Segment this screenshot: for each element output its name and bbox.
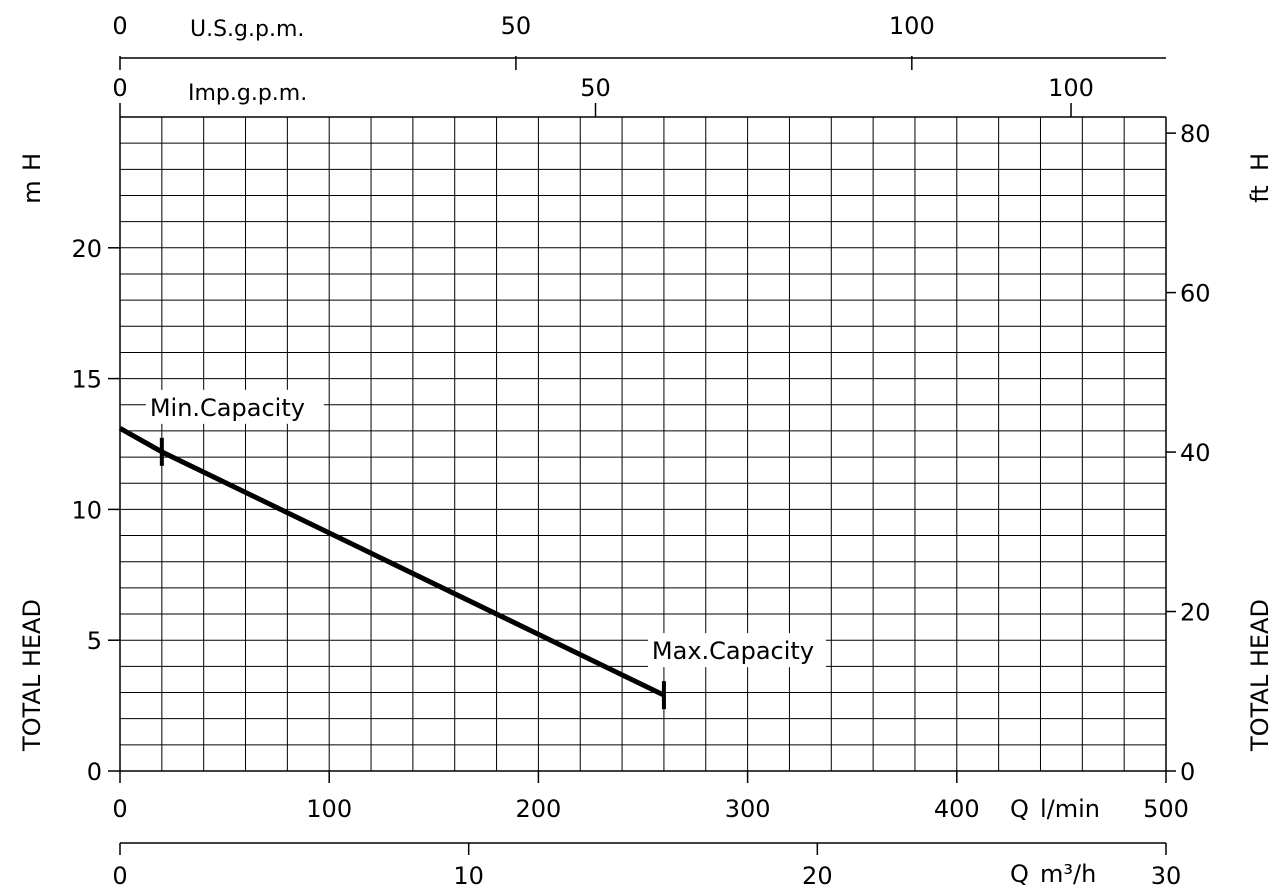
chart-grid [120,117,1166,771]
top-us-tick-label: 50 [501,12,532,40]
bottom2-tick-label: 10 [453,862,484,890]
annotation-bg [145,389,324,424]
bottom-tick-label: 0 [112,795,127,823]
bottom-tick-label: 500 [1143,795,1189,823]
left-h-label: H [18,153,46,171]
bottom2-tick-label: 0 [112,862,127,890]
annotation-bg [647,633,826,668]
bottom2-tick-label: 20 [802,862,833,890]
max-capacity-label: Max.Capacity [652,637,814,665]
left-tick-label: 0 [87,758,102,786]
bottom-tick-label: 100 [306,795,352,823]
min-capacity-label: Min.Capacity [150,394,305,422]
bottom-unit-label: l/min [1040,795,1100,823]
left-tick-label: 15 [71,366,102,394]
bottom2-unit-label: m³/h [1040,860,1096,888]
top-imp-tick-label: 50 [580,74,611,102]
left-unit-label: m [18,180,46,203]
left-tick-label: 10 [71,496,102,524]
bottom2-q-label: Q [1010,860,1029,888]
right-tick-label: 20 [1180,599,1211,627]
top-us-tick-label: 100 [889,12,935,40]
right-tick-label: 80 [1180,120,1211,148]
right-axis-title: TOTAL HEAD [1246,599,1274,752]
bottom-tick-label: 300 [725,795,771,823]
right-tick-label: 40 [1180,439,1211,467]
top-us-tick-label: 0 [112,12,127,40]
top-imp-tick-label: 0 [112,74,127,102]
bottom-q-label: Q [1010,795,1029,823]
bottom-tick-label: 400 [934,795,980,823]
top-imp-tick-label: 100 [1048,74,1094,102]
left-tick-label: 20 [71,235,102,263]
left-tick-label: 5 [87,627,102,655]
right-tick-label: 60 [1180,280,1211,308]
top-imp-label: Imp.g.p.m. [188,81,307,106]
bottom-tick-label: 200 [515,795,561,823]
curve-layer: Min.Capacity Max.Capacity [118,389,826,710]
right-h-label: H [1246,153,1274,171]
top-us-label: U.S.g.p.m. [190,17,304,42]
left-axis-title: TOTAL HEAD [18,599,46,752]
right-tick-label: 0 [1180,758,1195,786]
bottom2-tick-label: 30 [1151,862,1182,890]
right-unit-label: ft [1246,185,1274,202]
